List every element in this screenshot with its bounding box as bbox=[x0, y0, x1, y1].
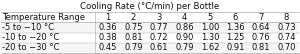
Text: 0.74: 0.74 bbox=[277, 33, 296, 42]
Text: -10 to −20 °C: -10 to −20 °C bbox=[2, 33, 59, 42]
Text: 0.79: 0.79 bbox=[175, 43, 194, 52]
Text: 1.30: 1.30 bbox=[201, 33, 219, 42]
Text: 0.75: 0.75 bbox=[124, 23, 142, 32]
Text: 5: 5 bbox=[207, 13, 213, 22]
Text: 0.70: 0.70 bbox=[277, 43, 296, 52]
Text: 8: 8 bbox=[284, 13, 289, 22]
Text: 0.73: 0.73 bbox=[277, 23, 296, 32]
Text: 1: 1 bbox=[105, 13, 110, 22]
Text: Temperature Range: Temperature Range bbox=[2, 13, 85, 22]
Text: -5 to −10 °C: -5 to −10 °C bbox=[2, 23, 54, 32]
Text: 0.90: 0.90 bbox=[175, 33, 194, 42]
Text: 0.76: 0.76 bbox=[252, 33, 270, 42]
Text: 0.86: 0.86 bbox=[175, 23, 194, 32]
Text: 0.91: 0.91 bbox=[226, 43, 245, 52]
Text: 0.64: 0.64 bbox=[252, 23, 270, 32]
Text: 0.36: 0.36 bbox=[99, 23, 117, 32]
Text: 0.79: 0.79 bbox=[124, 43, 142, 52]
Text: 1.36: 1.36 bbox=[226, 23, 245, 32]
FancyBboxPatch shape bbox=[1, 43, 299, 53]
Text: -20 to −30 °C: -20 to −30 °C bbox=[2, 43, 60, 52]
Text: 0.45: 0.45 bbox=[99, 43, 117, 52]
Text: 0.38: 0.38 bbox=[99, 33, 117, 42]
Text: 0.77: 0.77 bbox=[150, 23, 168, 32]
Text: 1.00: 1.00 bbox=[201, 23, 219, 32]
Text: 2: 2 bbox=[131, 13, 136, 22]
Text: 0.61: 0.61 bbox=[150, 43, 168, 52]
Text: 0.81: 0.81 bbox=[124, 33, 142, 42]
FancyBboxPatch shape bbox=[1, 22, 299, 33]
Text: Cooling Rate (°C/min) per Bottle: Cooling Rate (°C/min) per Bottle bbox=[80, 2, 220, 11]
Text: 7: 7 bbox=[258, 13, 264, 22]
FancyBboxPatch shape bbox=[1, 33, 299, 43]
Text: 4: 4 bbox=[182, 13, 187, 22]
Text: 6: 6 bbox=[233, 13, 238, 22]
Text: 1.62: 1.62 bbox=[201, 43, 219, 52]
Text: 0.81: 0.81 bbox=[252, 43, 270, 52]
Text: 1.25: 1.25 bbox=[226, 33, 245, 42]
Text: 3: 3 bbox=[156, 13, 162, 22]
Text: 0.72: 0.72 bbox=[150, 33, 168, 42]
